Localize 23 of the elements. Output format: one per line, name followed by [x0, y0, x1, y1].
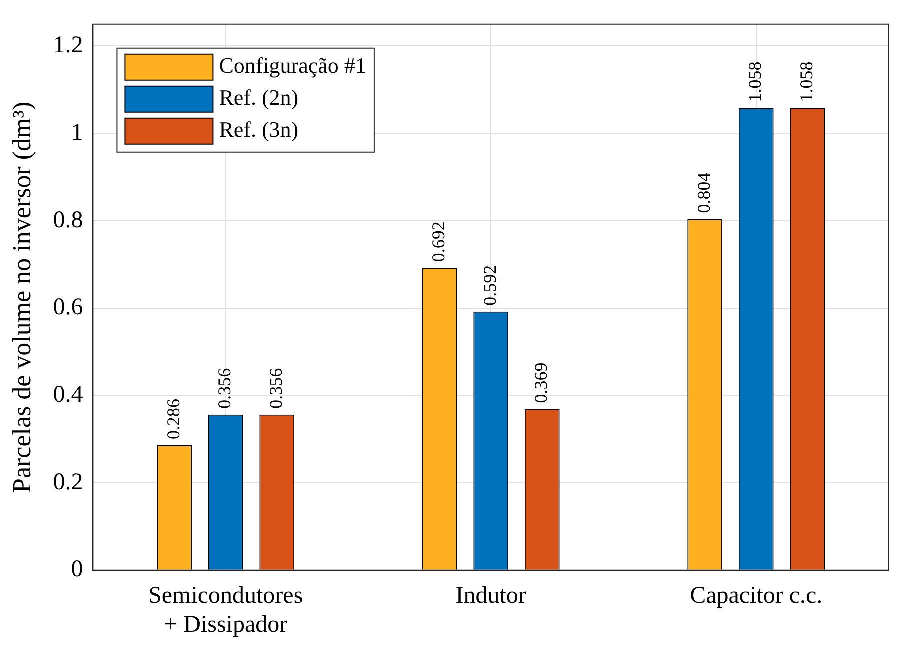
data-label: 0.804 — [694, 172, 714, 214]
data-label: 0.356 — [214, 368, 235, 409]
x-tick-label: Semicondutores + Dissipador — [148, 583, 304, 638]
data-label: 0.356 — [266, 368, 286, 409]
data-label: 0.369 — [531, 362, 552, 404]
y-tick-label: 1 — [71, 120, 84, 146]
data-label: 1.058 — [796, 62, 816, 102]
legend-label: Ref. (3n) — [219, 117, 299, 142]
x-tick-label: Capacitor c.c. — [690, 583, 823, 610]
y-tick-label: 0 — [71, 556, 84, 583]
legend-label: Ref. (2n) — [219, 85, 299, 110]
data-label: 0.286 — [163, 398, 184, 440]
y-tick-label: 1.2 — [53, 32, 84, 59]
y-tick-label: 0.6 — [53, 294, 84, 321]
data-label: 0.692 — [428, 222, 449, 262]
data-label: 1.058 — [745, 62, 766, 102]
legend-label: Configuração #1 — [219, 53, 366, 78]
data-label: 0.592 — [480, 265, 500, 306]
y-tick-label: 0.4 — [53, 382, 84, 408]
y-tick-label: 0.2 — [53, 469, 84, 496]
y-tick-label: 0.8 — [53, 207, 84, 234]
x-tick-label: Indutor — [456, 583, 526, 610]
y-axis-title: Parcelas de volume no inversor (dm³) — [7, 102, 36, 493]
